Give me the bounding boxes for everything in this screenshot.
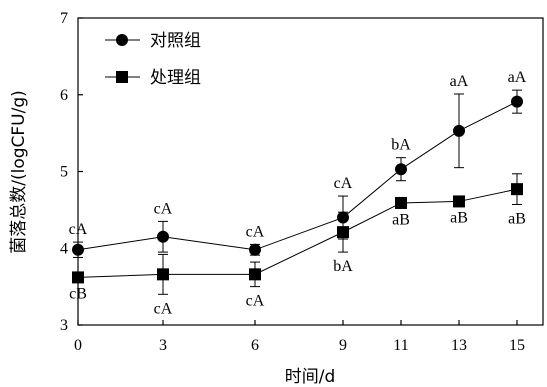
significance-label: bA: [391, 137, 411, 154]
data-point-circle: [453, 124, 465, 137]
x-tick-label: 13: [451, 337, 467, 354]
plot-area: [77, 17, 544, 326]
data-point-circle: [72, 243, 84, 256]
significance-label: bA: [333, 258, 353, 275]
x-tick-label: 0: [74, 337, 82, 354]
x-axis-title: 时间/d: [285, 367, 336, 387]
x-axis: 0 3 6 9 11 13 15: [74, 320, 525, 354]
data-point-circle: [395, 163, 407, 176]
data-point-square: [337, 226, 349, 239]
significance-label: aB: [450, 210, 468, 227]
series-1: [72, 89, 523, 258]
significance-label: aA: [450, 73, 469, 90]
significance-label: cA: [334, 175, 353, 192]
annotation-layer: cA cA cA cA bA aA aA cB cA cA bA aB aB aB: [69, 69, 527, 317]
x-tick-label: 3: [159, 337, 167, 354]
data-point-square: [157, 268, 169, 281]
y-tick-label: 7: [60, 10, 68, 27]
significance-label: cA: [154, 300, 173, 317]
legend-item-1: 对照组: [105, 31, 201, 51]
y-tick-label: 4: [60, 240, 68, 257]
series-layer: [72, 89, 523, 295]
data-point-circle: [249, 243, 261, 256]
x-tick-label: 6: [251, 337, 259, 354]
series-line: [77, 188, 518, 278]
legend-label: 对照组: [150, 31, 201, 51]
data-point-circle: [157, 230, 169, 243]
significance-label: aB: [392, 211, 410, 228]
series-line: [77, 101, 518, 251]
significance-label: cA: [69, 221, 88, 238]
x-tick-label: 15: [509, 337, 525, 354]
significance-label: aA: [508, 69, 527, 86]
x-tick-label: 9: [339, 337, 347, 354]
y-tick-label: 3: [60, 317, 68, 334]
series-2: [72, 173, 523, 295]
y-axis-title: 菌落总数/(logCFU/g): [9, 90, 29, 254]
plot-frame: [77, 17, 544, 326]
data-point-square: [511, 183, 523, 196]
data-point-square: [453, 195, 465, 208]
significance-label: cA: [154, 200, 173, 217]
data-point-square: [249, 268, 261, 281]
significance-label: cA: [246, 293, 265, 310]
data-point-circle: [511, 95, 523, 108]
significance-label: aB: [508, 211, 526, 228]
y-tick-label: 5: [60, 164, 68, 181]
legend-item-2: 处理组: [105, 68, 201, 88]
significance-label: cB: [69, 286, 87, 303]
legend-marker-circle: [116, 34, 128, 46]
x-tick-label: 11: [393, 337, 408, 354]
data-point-square: [72, 271, 84, 284]
legend-label: 处理组: [150, 68, 201, 88]
legend-marker-square: [116, 71, 128, 83]
significance-label: cA: [246, 223, 265, 240]
data-point-square: [395, 196, 407, 209]
y-tick-label: 6: [60, 87, 68, 104]
